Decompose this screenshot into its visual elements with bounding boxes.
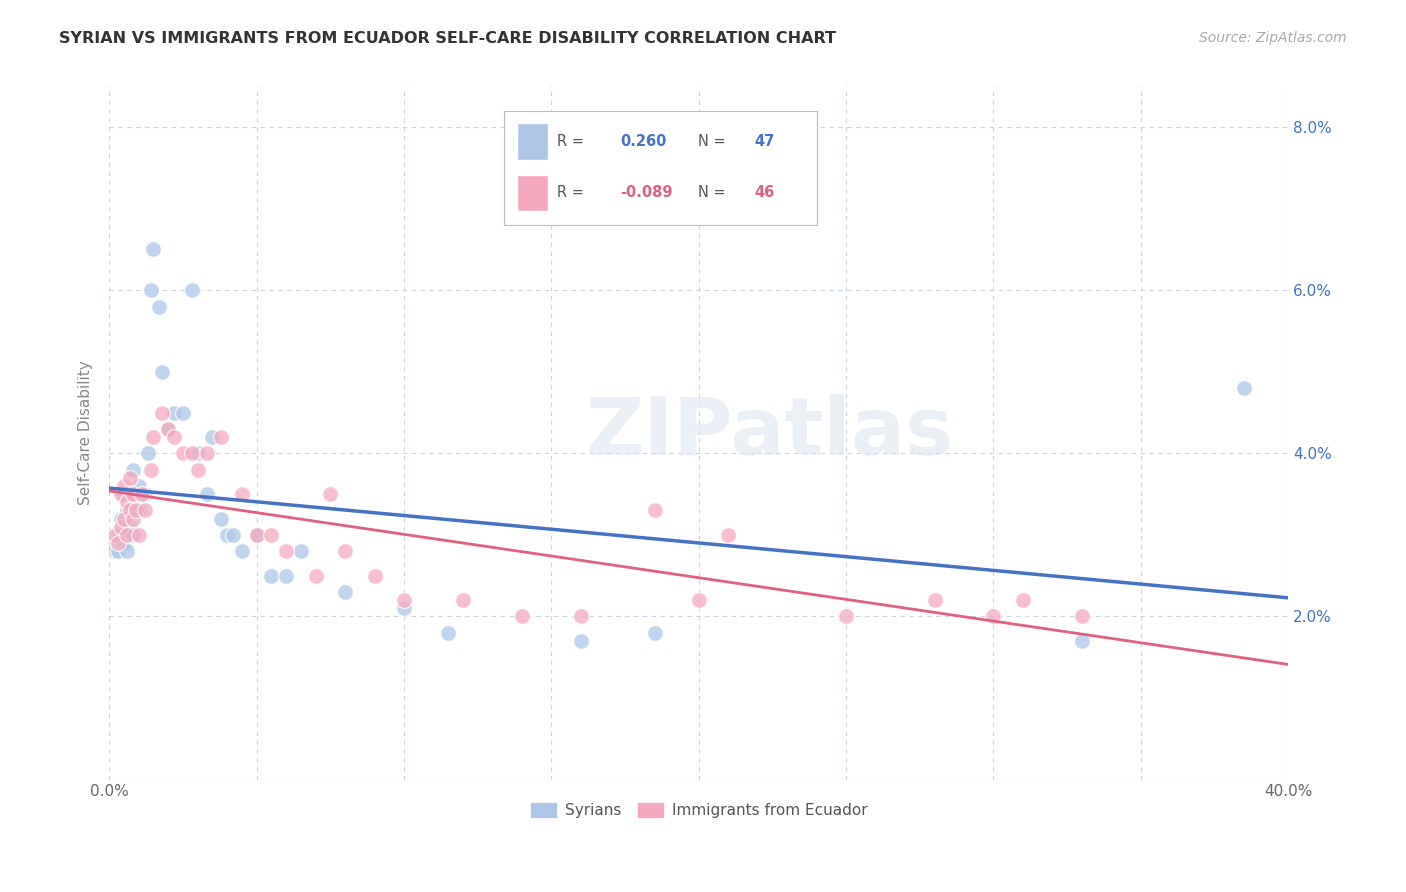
Point (101, 536, 124, 550)
Point (128, 528, 150, 542)
Point (115, 528, 138, 542)
Point (104, 544, 127, 558)
Point (209, 430, 232, 444)
Point (115, 528, 138, 542)
Point (835, 609, 858, 624)
Point (195, 446, 218, 460)
Point (231, 544, 253, 558)
Point (125, 503, 148, 517)
Point (1012, 593, 1035, 607)
Point (319, 487, 342, 501)
Point (924, 593, 946, 607)
Point (118, 520, 141, 534)
Point (131, 487, 153, 501)
Point (437, 625, 460, 640)
Point (569, 609, 592, 624)
Point (172, 406, 194, 420)
Point (104, 528, 127, 542)
Point (180, 283, 202, 297)
Point (115, 495, 138, 509)
Point (134, 503, 156, 517)
Point (121, 511, 143, 525)
Point (260, 568, 283, 582)
Point (246, 528, 269, 542)
Point (510, 609, 533, 624)
Text: Source: ZipAtlas.com: Source: ZipAtlas.com (1199, 31, 1347, 45)
Point (333, 585, 356, 599)
Point (107, 528, 129, 542)
Point (112, 479, 135, 493)
Point (107, 544, 129, 558)
Point (139, 283, 162, 297)
Point (392, 593, 415, 607)
Point (274, 544, 297, 558)
Point (187, 463, 209, 477)
Point (128, 479, 150, 493)
Point (110, 487, 132, 501)
Point (107, 536, 129, 550)
Point (142, 430, 165, 444)
Point (392, 601, 415, 615)
Point (125, 487, 148, 501)
Point (209, 511, 232, 525)
Point (115, 503, 138, 517)
Text: ZIPatlas: ZIPatlas (585, 394, 953, 472)
Point (112, 536, 135, 550)
Point (187, 446, 209, 460)
Point (201, 430, 224, 444)
Point (136, 446, 159, 460)
Point (112, 511, 135, 525)
Point (139, 463, 162, 477)
Point (110, 536, 132, 550)
Point (163, 406, 186, 420)
Point (274, 568, 297, 582)
Point (231, 487, 253, 501)
Point (569, 634, 592, 648)
Point (172, 446, 194, 460)
Point (333, 544, 356, 558)
Point (112, 520, 135, 534)
Point (717, 528, 740, 542)
Point (148, 300, 170, 314)
Point (290, 544, 312, 558)
Point (150, 406, 173, 420)
Point (260, 528, 283, 542)
Point (121, 528, 143, 542)
Point (222, 528, 245, 542)
Point (118, 503, 141, 517)
Point (163, 430, 186, 444)
Point (363, 568, 385, 582)
Point (112, 487, 135, 501)
Point (983, 609, 1005, 624)
Point (217, 528, 239, 542)
Point (1070, 634, 1092, 648)
Point (688, 593, 710, 607)
Point (128, 503, 150, 517)
Point (142, 243, 165, 257)
Point (110, 520, 132, 534)
Point (451, 593, 474, 607)
Point (157, 422, 180, 436)
Point (644, 625, 666, 640)
Point (121, 463, 143, 477)
Point (134, 487, 156, 501)
Point (110, 511, 132, 525)
Point (121, 487, 143, 501)
Point (1233, 381, 1256, 395)
Text: SYRIAN VS IMMIGRANTS FROM ECUADOR SELF-CARE DISABILITY CORRELATION CHART: SYRIAN VS IMMIGRANTS FROM ECUADOR SELF-C… (59, 31, 837, 46)
Point (157, 422, 180, 436)
Legend: Syrians, Immigrants from Ecuador: Syrians, Immigrants from Ecuador (524, 796, 873, 824)
Y-axis label: Self-Care Disability: Self-Care Disability (79, 360, 93, 506)
Point (118, 471, 141, 485)
Point (150, 365, 173, 379)
Point (644, 503, 666, 517)
Point (115, 544, 138, 558)
Point (246, 528, 269, 542)
Point (1070, 609, 1092, 624)
Point (118, 487, 141, 501)
Point (195, 487, 218, 501)
Point (180, 446, 202, 460)
Point (304, 568, 326, 582)
